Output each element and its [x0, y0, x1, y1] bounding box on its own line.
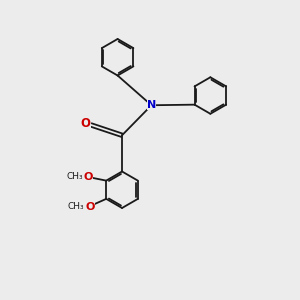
Text: CH₃: CH₃ [68, 202, 84, 211]
Text: O: O [81, 117, 91, 130]
Text: O: O [85, 202, 94, 212]
Text: N: N [147, 100, 156, 110]
Text: O: O [84, 172, 93, 182]
Text: CH₃: CH₃ [67, 172, 83, 181]
